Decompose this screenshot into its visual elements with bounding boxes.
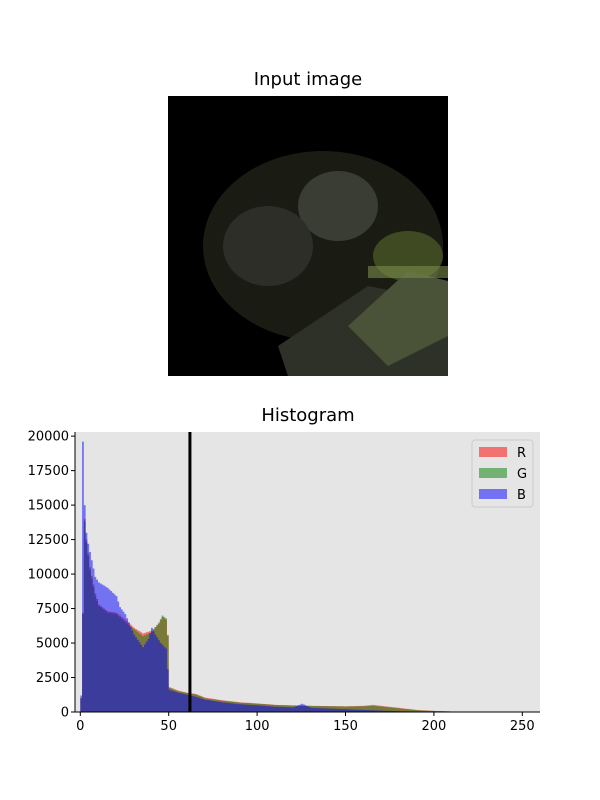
x-tick-label: 100 bbox=[245, 719, 270, 734]
y-tick-label: 7500 bbox=[36, 602, 69, 617]
chart-title: Histogram bbox=[261, 405, 355, 426]
y-tick: 5000 bbox=[36, 637, 75, 652]
x-tick: 100 bbox=[245, 712, 270, 734]
legend-swatch-R bbox=[479, 447, 507, 457]
x-tick-label: 250 bbox=[510, 719, 535, 734]
y-tick: 20000 bbox=[28, 430, 75, 445]
legend-label-G: G bbox=[517, 467, 527, 482]
x-tick: 250 bbox=[510, 712, 535, 734]
y-tick: 0 bbox=[61, 706, 75, 721]
image-title: Input image bbox=[253, 69, 363, 90]
axis-layer: 0 50 100 150 200 2500250050007500100001250015… bbox=[28, 430, 540, 734]
y-tick: 15000 bbox=[28, 499, 75, 514]
y-tick-label: 12500 bbox=[28, 533, 69, 548]
x-tick: 200 bbox=[422, 712, 447, 734]
legend-label-R: R bbox=[517, 446, 526, 461]
y-tick-label: 15000 bbox=[28, 499, 69, 514]
x-tick-label: 200 bbox=[422, 719, 447, 734]
series-B-bars bbox=[80, 441, 452, 712]
x-tick: 0 bbox=[76, 712, 84, 734]
series-layer bbox=[80, 432, 505, 712]
y-tick-label: 0 bbox=[61, 706, 69, 721]
y-tick: 7500 bbox=[36, 602, 75, 617]
x-tick-label: 150 bbox=[333, 719, 358, 734]
y-tick-label: 10000 bbox=[28, 568, 69, 583]
y-tick: 2500 bbox=[36, 671, 75, 686]
legend-swatch-G bbox=[479, 468, 507, 478]
x-tick-label: 0 bbox=[76, 719, 84, 734]
x-tick-label: 50 bbox=[160, 719, 177, 734]
legend-swatch-B bbox=[479, 489, 507, 499]
x-tick: 150 bbox=[333, 712, 358, 734]
y-tick-label: 5000 bbox=[36, 637, 69, 652]
input-image bbox=[168, 96, 448, 376]
legend-label-B: B bbox=[517, 488, 526, 503]
y-tick: 10000 bbox=[28, 568, 75, 583]
x-tick: 50 bbox=[160, 712, 177, 734]
y-tick-label: 2500 bbox=[36, 671, 69, 686]
legend: RGB bbox=[471, 439, 534, 508]
y-tick: 12500 bbox=[28, 533, 75, 548]
y-tick-label: 20000 bbox=[28, 430, 69, 445]
y-tick-label: 17500 bbox=[28, 464, 69, 479]
y-tick: 17500 bbox=[28, 464, 75, 479]
